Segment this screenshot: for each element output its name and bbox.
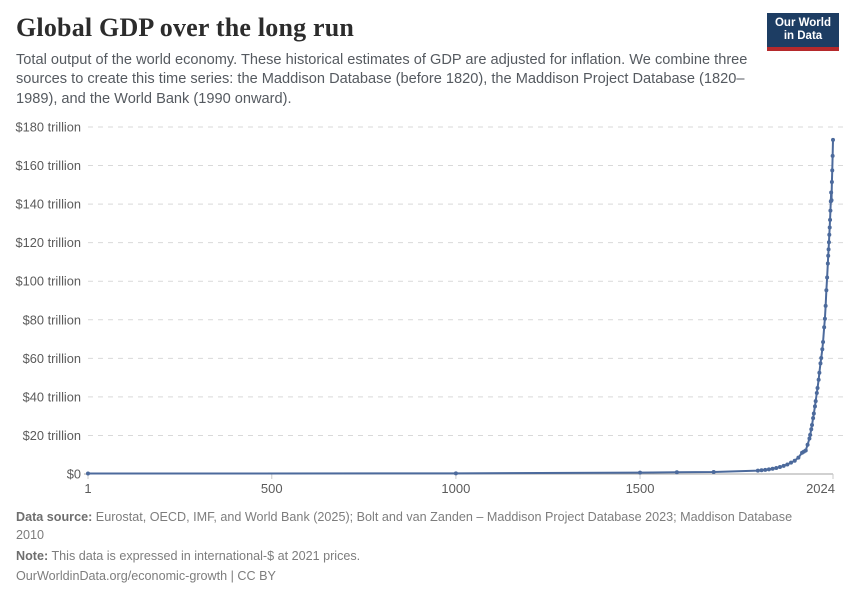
x-tick-label: 2024 [806,481,835,496]
gdp-line-chart[interactable]: $0 $20 trillion $40 trillion $60 trillion $8… [0,111,850,503]
data-point[interactable] [816,377,821,382]
data-point[interactable] [803,448,808,453]
owid-url-link[interactable]: OurWorldinData.org/economic-growth | CC … [16,569,276,584]
data-point[interactable] [807,436,812,441]
data-point[interactable] [818,361,823,366]
y-tick-label: $40 trillion [23,389,81,404]
data-point[interactable] [829,190,834,195]
data-point[interactable] [817,370,822,375]
note-line: Note: This data is expressed in internat… [16,548,811,566]
data-point[interactable] [759,468,764,473]
owid-logo[interactable]: Our World in Data [767,13,839,51]
data-point[interactable] [826,240,831,245]
owid-logo-line1: Our World [774,17,831,29]
data-point[interactable] [822,325,827,330]
data-point[interactable] [810,422,815,427]
data-point[interactable] [809,427,814,432]
data-point[interactable] [808,432,813,437]
data-point[interactable] [825,275,830,280]
data-point[interactable] [755,468,760,473]
data-point[interactable] [830,168,835,173]
data-point[interactable] [824,288,829,293]
license-line: OurWorldinData.org/economic-growth | CC … [16,568,811,586]
data-point[interactable] [674,470,679,475]
data-point[interactable] [829,179,834,184]
data-point[interactable] [813,398,818,403]
data-point[interactable] [766,467,771,472]
data-point[interactable] [785,462,790,467]
y-tick-label: $60 trillion [23,351,81,366]
data-source-label: Data source: [16,509,93,524]
data-point[interactable] [453,471,458,476]
data-point[interactable] [828,217,833,222]
data-point[interactable] [826,253,831,258]
x-tick-label: 1000 [441,481,470,496]
data-point[interactable] [638,470,643,475]
data-point[interactable] [823,303,828,308]
data-point[interactable] [815,385,820,390]
y-tick-label: $140 trillion [16,196,81,211]
data-point[interactable] [830,153,835,158]
data-source-line: Data source: Eurostat, OECD, IMF, and Wo… [16,509,811,545]
data-source-text: Eurostat, OECD, IMF, and World Bank (202… [16,509,793,542]
data-point[interactable] [819,355,824,360]
note-text: This data is expressed in international-… [48,548,361,563]
data-point[interactable] [821,339,826,344]
x-axis-ticks [87,473,834,479]
data-point[interactable] [811,411,816,416]
data-point[interactable] [781,463,786,468]
data-point[interactable] [711,469,716,474]
series-points[interactable] [86,137,835,476]
data-point[interactable] [796,455,801,460]
data-point[interactable] [812,404,817,409]
data-point[interactable] [805,442,810,447]
y-tick-label: $0 [67,466,81,481]
chart-footer: Data source: Eurostat, OECD, IMF, and Wo… [0,503,850,587]
data-point[interactable] [777,464,782,469]
x-tick-label: 1 [84,481,91,496]
data-point[interactable] [822,316,827,321]
data-point[interactable] [789,460,794,465]
data-point[interactable] [86,471,90,476]
series-line[interactable] [87,138,834,475]
y-tick-label: $120 trillion [16,235,81,250]
y-tick-label: $180 trillion [16,119,81,134]
y-tick-label: $80 trillion [23,312,81,327]
x-axis-labels: 1 500 1000 1500 2024 [84,481,835,496]
x-tick-label: 1500 [626,481,655,496]
y-tick-label: $20 trillion [23,428,81,443]
data-point[interactable] [770,466,775,471]
data-point[interactable] [792,458,797,463]
note-label: Note: [16,548,49,563]
x-tick-label: 500 [261,481,283,496]
data-point[interactable] [827,225,832,230]
chart-subtitle: Total output of the world economy. These… [16,52,748,107]
data-point[interactable] [828,208,833,213]
y-tick-label: $100 trillion [16,274,81,289]
data-point[interactable] [814,390,819,395]
owid-logo-line2: in Data [783,30,823,42]
data-point[interactable] [774,465,779,470]
data-point[interactable] [763,467,768,472]
data-point[interactable] [831,137,835,142]
y-tick-label: $160 trillion [16,158,81,173]
y-axis-labels: $0 $20 trillion $40 trillion $60 trillion $8… [16,119,81,481]
data-point[interactable] [827,232,832,237]
page-title: Global GDP over the long run [16,13,355,42]
data-point[interactable] [820,347,825,352]
data-point[interactable] [825,261,830,266]
chart-header: Global GDP over the long run Total outpu… [0,0,850,109]
data-point[interactable] [829,198,834,203]
y-gridlines [88,126,843,436]
data-point[interactable] [826,247,831,252]
data-point[interactable] [811,415,816,420]
